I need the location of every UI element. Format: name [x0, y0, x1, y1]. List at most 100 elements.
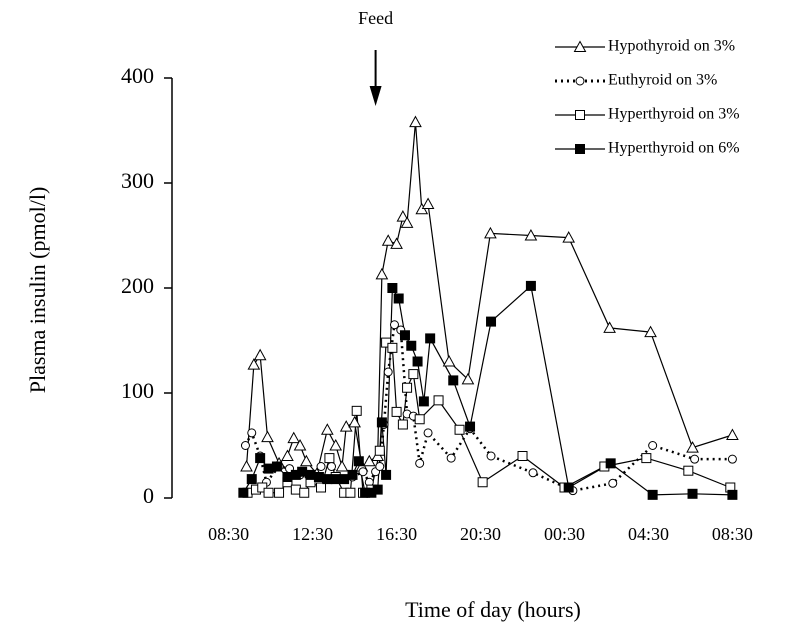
- marker: [313, 472, 324, 482]
- marker: [517, 451, 528, 461]
- marker: [375, 267, 389, 280]
- x-tick-label: 08:30: [208, 524, 249, 544]
- y-tick-label: 400: [121, 63, 154, 88]
- marker: [247, 428, 257, 438]
- marker: [381, 469, 392, 480]
- annotation-arrowhead: [369, 86, 382, 106]
- y-axis-title: Plasma insulin (pmol/l): [25, 187, 50, 394]
- marker: [425, 333, 436, 344]
- marker: [348, 415, 361, 428]
- marker: [484, 226, 497, 239]
- marker: [351, 405, 362, 416]
- y-tick-label: 0: [143, 483, 154, 508]
- marker: [329, 438, 343, 451]
- marker: [353, 456, 364, 467]
- marker: [282, 472, 293, 482]
- marker: [345, 487, 356, 498]
- marker: [347, 469, 358, 480]
- marker: [316, 462, 326, 471]
- marker: [433, 395, 444, 406]
- marker: [383, 367, 393, 377]
- marker: [486, 316, 497, 327]
- marker: [257, 482, 268, 493]
- marker: [330, 474, 341, 485]
- marker: [641, 453, 652, 464]
- marker: [399, 330, 410, 341]
- marker: [287, 431, 301, 444]
- marker: [261, 430, 274, 443]
- x-axis-title: Time of day (hours): [405, 597, 581, 622]
- marker: [409, 115, 422, 128]
- annotation: Feed: [358, 8, 393, 28]
- marker: [387, 283, 398, 293]
- marker: [381, 234, 395, 246]
- marker: [683, 465, 694, 476]
- marker: [240, 441, 250, 450]
- marker: [461, 372, 475, 385]
- marker: [274, 487, 285, 498]
- marker: [454, 424, 465, 435]
- x-tick-label: 20:30: [460, 524, 501, 544]
- marker: [446, 453, 456, 463]
- marker: [297, 466, 308, 477]
- marker: [414, 414, 425, 425]
- marker: [647, 489, 658, 500]
- marker: [421, 197, 435, 209]
- marker: [299, 487, 310, 498]
- marker: [293, 438, 307, 451]
- marker: [240, 459, 253, 472]
- marker: [648, 441, 658, 450]
- x-tick-label: 04:30: [628, 524, 669, 544]
- marker: [423, 428, 433, 438]
- marker: [263, 463, 274, 474]
- marker: [299, 454, 313, 467]
- marker: [358, 467, 368, 477]
- marker: [281, 449, 294, 461]
- marker: [339, 420, 353, 432]
- marker: [477, 477, 488, 488]
- marker: [320, 423, 334, 435]
- marker: [389, 320, 399, 330]
- marker: [391, 406, 402, 417]
- series-line: [245, 122, 733, 476]
- y-tick-label: 300: [121, 168, 154, 193]
- marker: [335, 459, 349, 472]
- marker: [376, 417, 387, 428]
- legend-label: Euthyroid on 3%: [608, 72, 717, 89]
- marker: [726, 428, 739, 440]
- marker: [327, 462, 337, 471]
- marker: [253, 348, 267, 361]
- marker: [448, 375, 459, 386]
- marker: [528, 468, 538, 478]
- marker: [486, 451, 496, 461]
- marker: [322, 474, 333, 485]
- marker: [686, 441, 699, 453]
- marker: [644, 325, 657, 338]
- marker: [525, 280, 536, 291]
- x-tick-label: 00:30: [544, 524, 585, 544]
- y-tick-label: 200: [121, 273, 154, 298]
- marker: [402, 382, 413, 393]
- marker: [238, 487, 249, 498]
- marker: [465, 421, 476, 432]
- legend-label: Hyperthyroid on 6%: [608, 140, 740, 157]
- marker: [375, 462, 385, 471]
- marker: [246, 474, 257, 485]
- marker: [727, 454, 737, 464]
- marker: [393, 293, 404, 304]
- marker: [390, 237, 403, 249]
- marker: [603, 321, 616, 333]
- marker: [324, 453, 335, 464]
- x-tick-label: 12:30: [292, 524, 333, 544]
- y-tick-label: 100: [121, 378, 154, 403]
- x-tick-label: 16:30: [376, 524, 417, 544]
- marker: [263, 487, 274, 498]
- marker: [563, 482, 574, 493]
- marker: [575, 110, 585, 120]
- marker: [381, 337, 392, 348]
- marker: [605, 458, 616, 469]
- marker: [397, 419, 408, 430]
- marker: [408, 369, 419, 380]
- marker: [687, 488, 698, 499]
- marker: [396, 210, 410, 222]
